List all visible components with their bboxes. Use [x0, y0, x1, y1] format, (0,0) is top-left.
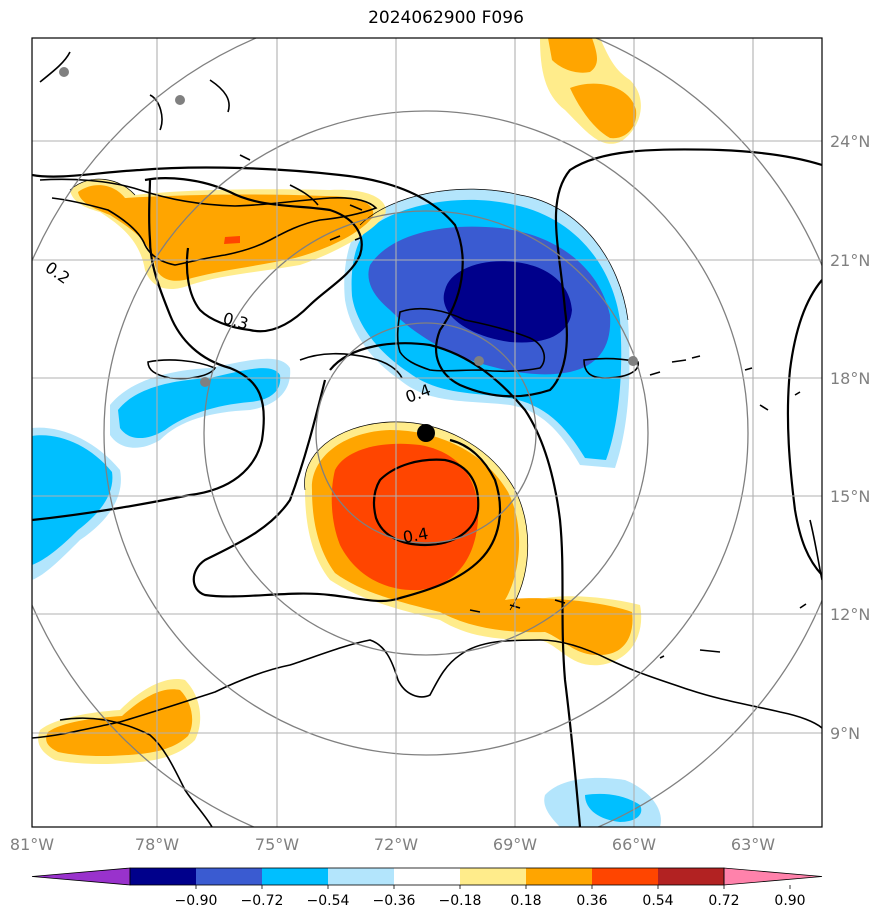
colorbar-segment: [394, 868, 460, 885]
coast-central-america: [59, 717, 213, 827]
colorbar-tick-label: −0.36: [373, 893, 416, 909]
colorbar-segment: [526, 868, 592, 885]
contour-0-3: [144, 177, 363, 333]
orange-red-central-region: [331, 443, 479, 591]
range-ring-1: [315, 322, 537, 544]
lon-label: 81°W: [10, 835, 54, 854]
colorbar-frame: [129, 867, 725, 886]
station-point: [628, 356, 638, 366]
contour-0-4-outer-b: [192, 379, 502, 603]
station-point: [474, 356, 484, 366]
lon-label: 63°W: [731, 835, 775, 854]
colorbar-tick-label: −0.54: [307, 893, 350, 909]
coast-bahamas: [239, 154, 363, 241]
lon-label: 75°W: [255, 835, 299, 854]
blue-bright-south: [585, 793, 642, 822]
thick-contours: [32, 148, 822, 827]
contour-0-2-west: [32, 179, 265, 522]
contour-0-2: [32, 148, 822, 398]
coast-puerto-rico: [583, 357, 639, 379]
orange-red-cuba-spot: [224, 236, 240, 244]
storm-center-point: [417, 424, 435, 442]
lat-label: 12°N: [830, 605, 870, 624]
colorbar-segment: [262, 868, 328, 885]
colorbar-segment: [328, 868, 394, 885]
latitude-labels: 24°N 21°N 18°N 15°N 12°N 9°N: [830, 132, 870, 743]
station-point: [175, 95, 185, 105]
blue-bright-far-west: [32, 435, 113, 565]
lon-label: 69°W: [493, 835, 537, 854]
map-area: 0.2 0.3 0.4 0.4: [32, 38, 822, 827]
colorbar-tick-label: 0.54: [642, 893, 673, 909]
colorbar-tick-label: −0.72: [241, 893, 284, 909]
colorbar-segment: [196, 868, 262, 885]
map-title: 2024062900 F096: [368, 8, 524, 28]
coast-cuba: [39, 178, 378, 266]
orange-ne-region: [548, 38, 637, 139]
colorbar-segment: [658, 868, 724, 885]
colorbar-tick-label: −0.18: [439, 893, 482, 909]
contour-0-4-outer: [329, 342, 582, 827]
coast-jamaica: [147, 359, 217, 380]
colorbar: −0.90 −0.72 −0.54 −0.36 −0.18 0.18 0.36 0.54 0.7…: [31, 867, 823, 909]
colorbar-tick-label: 0.90: [774, 893, 805, 909]
coastlines: [32, 51, 822, 827]
contour-label: 0.4: [401, 524, 429, 547]
colorbar-segment: [460, 868, 526, 885]
lat-label: 15°N: [830, 487, 870, 506]
range-rings: [32, 38, 822, 827]
gridlines: [32, 38, 822, 827]
contour-east: [786, 279, 822, 576]
coast-florida-keys: [39, 51, 230, 131]
station-points: [59, 67, 638, 442]
colorbar-extension-high: [723, 867, 823, 886]
blue-bright-west: [118, 368, 281, 439]
station-point: [200, 377, 210, 387]
colorbar-tick-label: 0.18: [510, 893, 541, 909]
station-point: [59, 67, 69, 77]
lon-label: 78°W: [135, 835, 179, 854]
lat-label: 21°N: [830, 251, 870, 270]
positive-anomaly-shading: [38, 38, 642, 765]
contour-0-4-inner: [372, 458, 480, 547]
longitude-labels: 81°W 78°W 75°W 72°W 69°W 66°W 63°W: [10, 835, 775, 854]
colorbar-tick-label: 0.72: [708, 893, 739, 909]
range-ring-3: [103, 110, 749, 756]
colorbar-tick-label: 0.36: [576, 893, 607, 909]
colorbar-tick-label: −0.90: [175, 893, 218, 909]
lat-label: 24°N: [830, 132, 870, 151]
lon-label: 66°W: [612, 835, 656, 854]
coast-lesser-antilles: [649, 355, 807, 659]
map-frame: [31, 37, 823, 828]
colorbar-extension-low: [31, 867, 131, 886]
colorbar-segment: [130, 868, 196, 885]
orange-cuba-region: [78, 185, 374, 281]
contour-labels: 0.2 0.3 0.4 0.4: [42, 258, 434, 547]
thin-contours: [69, 178, 629, 611]
lat-label: 18°N: [830, 369, 870, 388]
range-ring-2: [203, 210, 649, 656]
lon-label: 72°W: [374, 835, 418, 854]
coast-south-america: [32, 639, 822, 739]
lat-label: 9°N: [830, 724, 860, 743]
colorbar-segment: [592, 868, 658, 885]
